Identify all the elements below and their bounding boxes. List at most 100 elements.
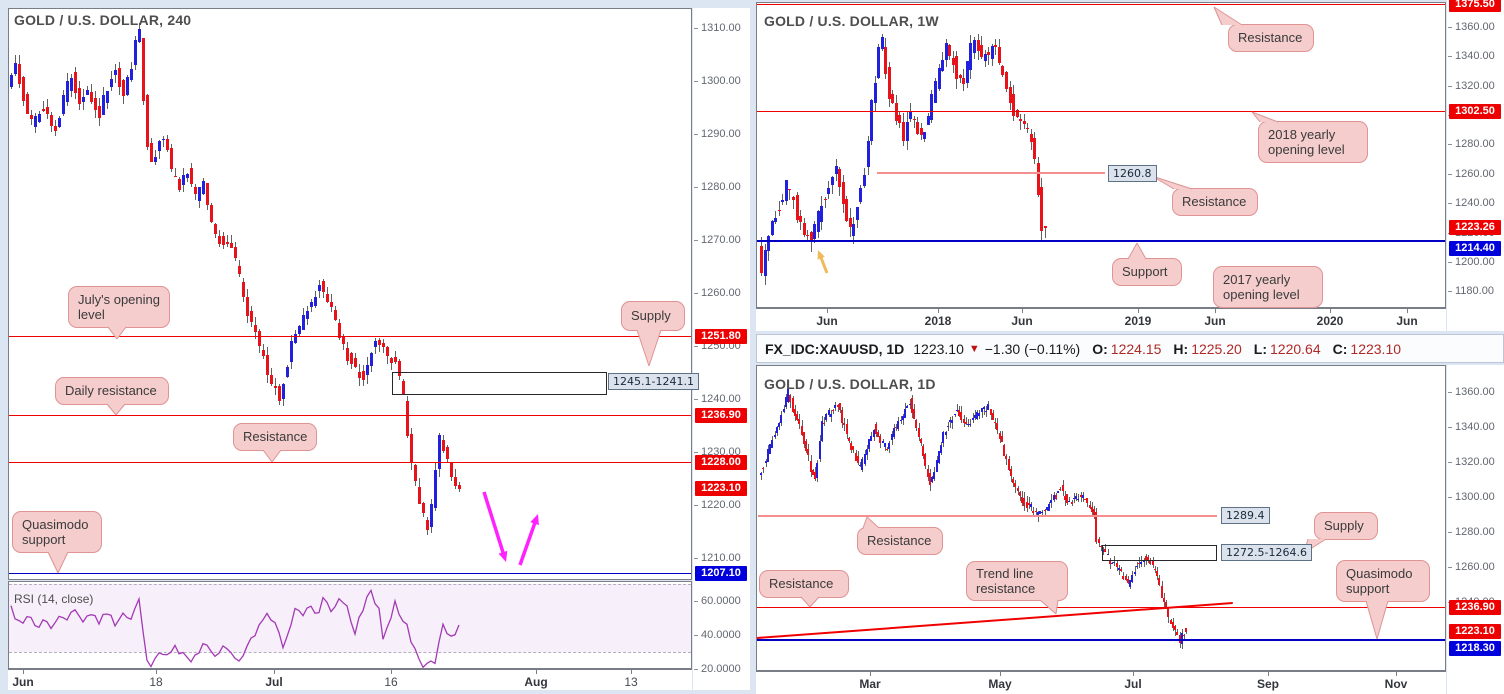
candle-body xyxy=(931,476,933,483)
candle-body xyxy=(1104,549,1107,552)
candle-body xyxy=(122,80,125,96)
time-axis-240[interactable]: Jun 18 Jul 16 Aug 13 xyxy=(8,669,692,690)
candle-body xyxy=(894,103,898,122)
callout-quasimodo-support[interactable]: Quasimodo support xyxy=(12,511,102,553)
candle-body xyxy=(766,448,769,462)
time-tick xyxy=(391,670,392,674)
candle-body xyxy=(899,420,902,422)
time-axis-1w[interactable]: Jun 2018 Jun 2019 Jun 2020 Jun xyxy=(756,308,1446,331)
candle-body xyxy=(798,418,801,425)
candle-body xyxy=(1102,550,1104,553)
rsi-indicator-label[interactable]: RSI (14, close) xyxy=(14,592,94,606)
candle-wick xyxy=(1069,496,1071,501)
candle-body xyxy=(1176,632,1179,636)
candle-body xyxy=(1036,163,1040,195)
price-level-line-1214.40[interactable] xyxy=(757,240,1445,242)
candle-body xyxy=(872,429,875,438)
candle-body xyxy=(771,440,774,449)
candle-body xyxy=(847,438,850,442)
candle-wick xyxy=(782,193,784,206)
callout-support[interactable]: Support xyxy=(1112,258,1182,286)
candle-body xyxy=(362,370,365,380)
candle-body xyxy=(1088,505,1091,508)
callout-2017-yearly-opening-level[interactable]: 2017 yearly opening level xyxy=(1213,266,1323,308)
candle-body xyxy=(1158,577,1161,585)
candle-body xyxy=(782,409,785,413)
candle-body xyxy=(793,409,796,417)
candle-body xyxy=(832,409,834,412)
price-level-line-1251.80[interactable] xyxy=(9,336,691,338)
candle-wick xyxy=(1006,454,1008,465)
price-tick-dash xyxy=(1448,392,1452,394)
candle-body xyxy=(14,62,17,74)
price-level-line-1228.00[interactable] xyxy=(9,462,691,464)
candle-body xyxy=(940,445,942,454)
price-tick-dash xyxy=(1448,532,1452,534)
candle-body xyxy=(811,469,814,475)
candle-body xyxy=(891,93,895,103)
candle-wick xyxy=(1080,491,1082,502)
callout-trend-line-resistance[interactable]: Trend line resistance xyxy=(966,561,1068,601)
candle-wick xyxy=(887,446,888,451)
candle-body xyxy=(1032,510,1035,514)
callout-resistance[interactable]: Resistance xyxy=(1172,188,1258,216)
candle-body xyxy=(326,294,329,303)
candle-body xyxy=(935,460,938,472)
supply-zone[interactable] xyxy=(1102,545,1217,562)
callout-2018-yearly-opening-level[interactable]: 2018 yearly opening level xyxy=(1258,121,1368,163)
candle-body xyxy=(358,371,361,378)
price-scale-1w[interactable]: 1360.001340.001320.001300.001280.001260.… xyxy=(1447,0,1504,331)
candle-body xyxy=(1034,510,1037,513)
candle-body xyxy=(983,53,987,62)
callout-resistance[interactable]: Resistance xyxy=(759,570,849,598)
candle-body xyxy=(859,464,861,466)
candle-body xyxy=(980,408,983,412)
candle-body xyxy=(454,477,457,487)
price-level-line-1218.30[interactable] xyxy=(757,639,1445,641)
price-level-line-1207.10[interactable] xyxy=(9,572,691,575)
candle-body xyxy=(1012,479,1014,483)
callout-quasimodo-support[interactable]: Quasimodo support xyxy=(1336,560,1430,602)
callout-daily-resistance[interactable]: Daily resistance xyxy=(55,377,169,405)
candle-body xyxy=(788,189,792,191)
candle-body xyxy=(278,385,281,401)
candle-body xyxy=(1169,620,1172,624)
price-level-line-1260.8[interactable] xyxy=(877,171,1105,174)
rsi-upper-band-line xyxy=(9,584,691,585)
price-level-line-1302.50[interactable] xyxy=(757,110,1445,112)
candle-body xyxy=(130,68,133,80)
callout-resistance[interactable]: Resistance xyxy=(857,527,943,555)
candle-body xyxy=(394,356,397,362)
price-level-line-1375.50[interactable] xyxy=(757,3,1445,5)
callout-resistance[interactable]: Resistance xyxy=(233,423,317,451)
candle-body xyxy=(218,236,221,245)
price-tick-dash xyxy=(1448,173,1452,175)
price-scale-240[interactable]: 1310.00 1300.00 1290.00 1280.00 1270.00 1260.… xyxy=(693,8,750,690)
price-down-triangle-icon: ▼ xyxy=(968,342,980,355)
price-level-line-1289.4[interactable] xyxy=(758,514,1217,517)
candle-body xyxy=(18,63,21,85)
price-scale-1d[interactable]: 1360.00 1340.00 1320.00 1300.00 1280.00 1260.… xyxy=(1447,365,1504,694)
candle-body xyxy=(126,77,129,95)
ticker-high-value: 1225.20 xyxy=(1191,340,1242,357)
candle-body xyxy=(458,485,461,489)
supply-zone[interactable] xyxy=(392,372,607,396)
candle-body xyxy=(883,443,886,447)
candle-body xyxy=(780,414,783,424)
ticker-symbol: FX_IDC:XAUUSD, 1D xyxy=(765,340,905,357)
candle-body xyxy=(426,519,429,530)
callout-supply[interactable]: Supply xyxy=(621,301,685,331)
price-level-line-1236.90[interactable] xyxy=(757,607,1445,609)
callout-july-s-opening-level[interactable]: July's opening level xyxy=(68,286,170,328)
candle-body xyxy=(834,166,838,175)
callout-resistance[interactable]: Resistance xyxy=(1228,24,1314,52)
candle-wick xyxy=(965,416,967,426)
candle-body xyxy=(94,97,97,111)
candle-body xyxy=(946,425,949,428)
candle-body xyxy=(760,245,763,274)
candle-body xyxy=(976,411,978,419)
candle-body xyxy=(58,117,61,128)
time-axis-1d[interactable]: Mar May Jul Sep Nov xyxy=(756,671,1446,694)
callout-supply[interactable]: Supply xyxy=(1314,512,1378,540)
price-level-line-1236.90[interactable] xyxy=(9,415,691,417)
